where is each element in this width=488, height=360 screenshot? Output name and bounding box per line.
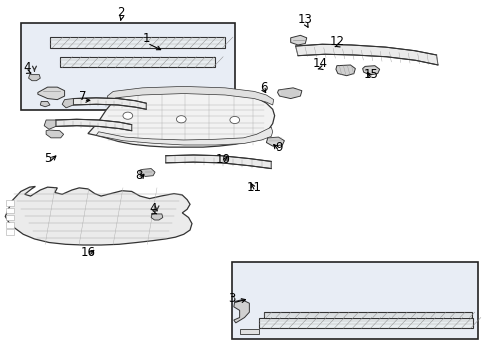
Polygon shape (233, 300, 249, 323)
Polygon shape (290, 35, 306, 45)
Text: 16: 16 (80, 246, 95, 258)
Bar (264, 312, 471, 318)
Text: 1: 1 (142, 32, 150, 45)
Polygon shape (6, 207, 14, 213)
Polygon shape (44, 120, 56, 129)
Polygon shape (140, 168, 155, 176)
Polygon shape (62, 99, 73, 108)
Bar (21, 23, 234, 111)
Text: 3: 3 (228, 292, 235, 305)
Text: 5: 5 (44, 152, 51, 165)
Bar (232, 262, 477, 339)
Polygon shape (40, 102, 50, 107)
Polygon shape (6, 215, 14, 220)
Bar (50, 37, 224, 48)
Circle shape (176, 116, 186, 123)
Polygon shape (239, 329, 259, 334)
Polygon shape (96, 127, 272, 145)
Polygon shape (362, 66, 379, 75)
Text: 2: 2 (117, 6, 124, 19)
Text: 4: 4 (23, 61, 30, 74)
Polygon shape (266, 137, 284, 146)
Polygon shape (107, 86, 273, 105)
Polygon shape (29, 75, 40, 81)
Polygon shape (165, 155, 271, 168)
Text: 8: 8 (135, 169, 142, 182)
Polygon shape (38, 87, 64, 100)
Polygon shape (295, 44, 437, 65)
Polygon shape (151, 214, 163, 220)
Text: 12: 12 (329, 35, 344, 48)
Circle shape (122, 112, 132, 119)
Polygon shape (73, 98, 146, 109)
Text: 11: 11 (246, 181, 261, 194)
Polygon shape (46, 130, 63, 138)
Text: 14: 14 (312, 57, 326, 71)
Bar (259, 318, 472, 328)
Text: 6: 6 (260, 81, 267, 94)
Polygon shape (6, 222, 14, 228)
Polygon shape (6, 229, 14, 235)
Polygon shape (5, 186, 192, 245)
Text: 10: 10 (215, 153, 229, 166)
Polygon shape (6, 201, 14, 206)
Polygon shape (335, 65, 355, 76)
Text: 7: 7 (79, 90, 86, 103)
Text: 15: 15 (363, 68, 378, 81)
Polygon shape (277, 88, 301, 99)
Polygon shape (88, 89, 274, 147)
Bar (60, 57, 215, 67)
Text: 4: 4 (149, 202, 157, 215)
Circle shape (229, 116, 239, 123)
Text: 9: 9 (274, 141, 282, 154)
Polygon shape (56, 119, 131, 131)
Text: 13: 13 (297, 13, 312, 27)
